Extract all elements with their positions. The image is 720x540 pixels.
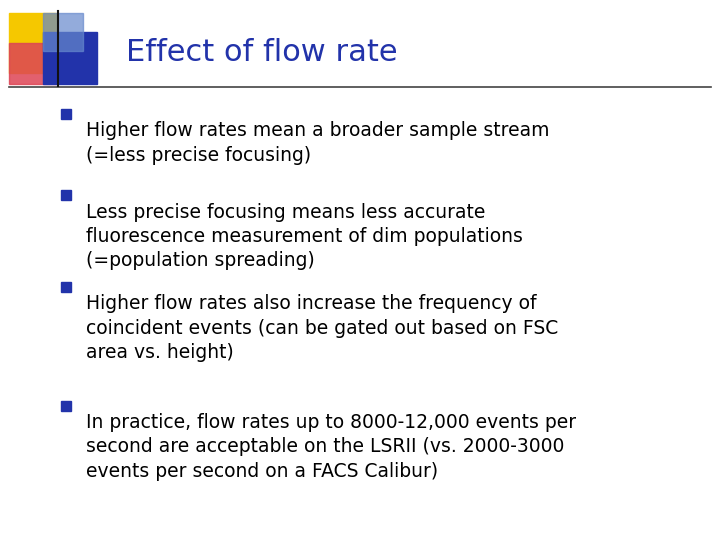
Text: Less precise focusing means less accurate
fluorescence measurement of dim popula: Less precise focusing means less accurat…: [86, 202, 523, 270]
Text: Higher flow rates mean a broader sample stream
(=less precise focusing): Higher flow rates mean a broader sample …: [86, 122, 550, 165]
Text: In practice, flow rates up to 8000-12,000 events per
second are acceptable on th: In practice, flow rates up to 8000-12,00…: [86, 413, 577, 481]
Text: Higher flow rates also increase the frequency of
coincident events (can be gated: Higher flow rates also increase the freq…: [86, 294, 559, 362]
Text: Effect of flow rate: Effect of flow rate: [126, 38, 397, 67]
